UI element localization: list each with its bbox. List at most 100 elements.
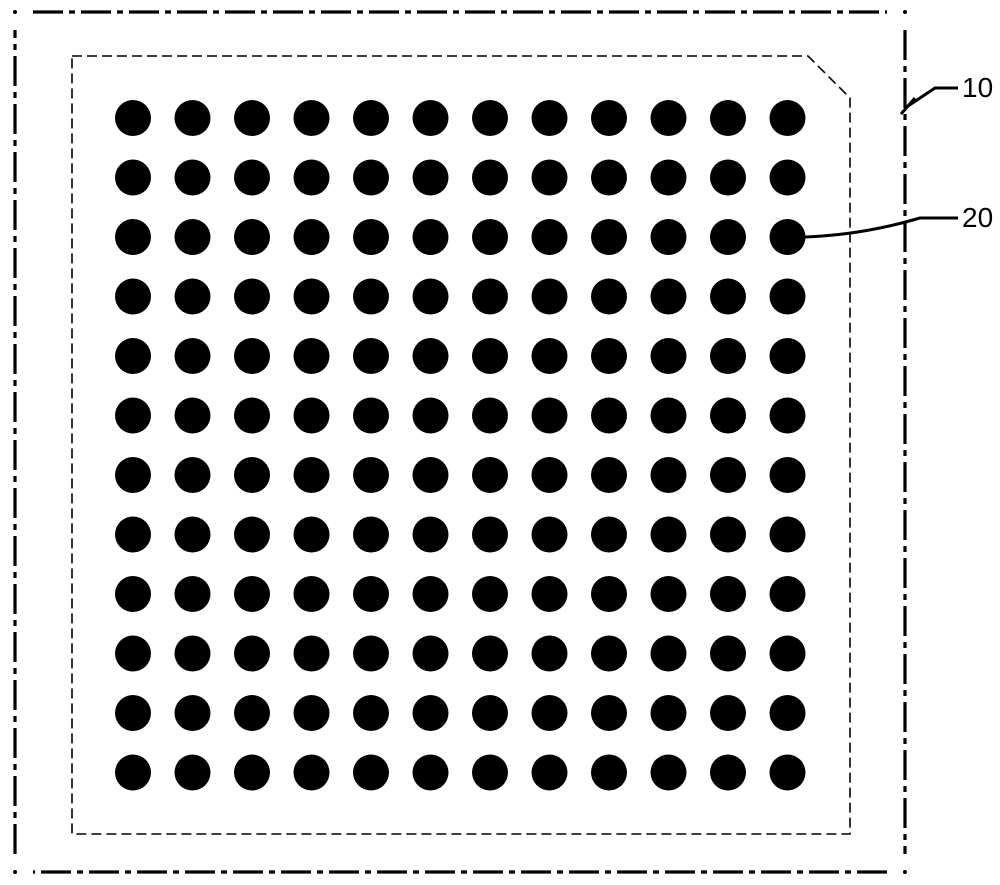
grid-dot (710, 636, 746, 672)
grid-dot (770, 695, 806, 731)
grid-dot (294, 279, 330, 315)
grid-dot (353, 695, 389, 731)
grid-dot (353, 160, 389, 196)
grid-dot (591, 160, 627, 196)
grid-dot (472, 517, 508, 553)
grid-dot (115, 398, 151, 434)
grid-dot (175, 219, 211, 255)
grid-dot (115, 457, 151, 493)
grid-dot (413, 398, 449, 434)
grid-dot (532, 338, 568, 374)
grid-dot (115, 636, 151, 672)
grid-dot (591, 576, 627, 612)
grid-dot (710, 398, 746, 434)
grid-dot (115, 219, 151, 255)
grid-dot (353, 517, 389, 553)
grid-dot (294, 576, 330, 612)
grid-dot (770, 457, 806, 493)
grid-dot (472, 279, 508, 315)
diagram-svg: 1020 (0, 0, 1000, 885)
grid-dot (770, 338, 806, 374)
grid-dot (294, 160, 330, 196)
grid-dot (651, 636, 687, 672)
grid-dot (234, 695, 270, 731)
grid-dot (591, 338, 627, 374)
grid-dot (175, 100, 211, 136)
grid-dot (353, 100, 389, 136)
grid-dot (115, 100, 151, 136)
grid-dot (234, 100, 270, 136)
grid-dot (353, 755, 389, 791)
outer-frame-corner-dot (903, 870, 907, 874)
grid-dot (591, 398, 627, 434)
grid-dot (591, 279, 627, 315)
grid-dot (294, 517, 330, 553)
grid-dot (770, 100, 806, 136)
grid-dot (591, 457, 627, 493)
grid-dot (770, 636, 806, 672)
grid-dot (175, 160, 211, 196)
grid-dot (413, 160, 449, 196)
grid-dot (651, 457, 687, 493)
grid-dot (294, 219, 330, 255)
grid-dot (234, 398, 270, 434)
grid-dot (651, 338, 687, 374)
grid-dot (234, 160, 270, 196)
grid-dot (472, 695, 508, 731)
grid-dot (651, 100, 687, 136)
grid-dot (651, 695, 687, 731)
grid-dot (413, 576, 449, 612)
grid-dot (472, 160, 508, 196)
grid-dot (532, 576, 568, 612)
grid-dot (115, 517, 151, 553)
grid-dot (472, 398, 508, 434)
grid-dot (770, 755, 806, 791)
grid-dot (770, 219, 806, 255)
grid-dot (532, 755, 568, 791)
grid-dot (532, 636, 568, 672)
grid-dot (532, 279, 568, 315)
grid-dot (175, 338, 211, 374)
grid-dot (115, 576, 151, 612)
grid-dot (115, 755, 151, 791)
grid-dot (115, 695, 151, 731)
grid-dot (175, 636, 211, 672)
grid-dot (353, 338, 389, 374)
grid-dot (472, 576, 508, 612)
grid-dot (651, 279, 687, 315)
grid-dot (532, 160, 568, 196)
grid-dot (175, 279, 211, 315)
grid-dot (353, 576, 389, 612)
grid-dot (770, 279, 806, 315)
grid-dot (710, 517, 746, 553)
grid-dot (472, 338, 508, 374)
grid-dot (710, 755, 746, 791)
grid-dot (413, 338, 449, 374)
grid-dot (353, 457, 389, 493)
grid-dot (353, 636, 389, 672)
grid-dot (651, 160, 687, 196)
grid-dot (591, 219, 627, 255)
grid-dot (710, 576, 746, 612)
grid-dot (651, 219, 687, 255)
grid-dot (175, 517, 211, 553)
grid-dot (710, 100, 746, 136)
grid-dot (413, 219, 449, 255)
label-20: 20 (962, 202, 993, 233)
grid-dot (591, 636, 627, 672)
grid-dot (353, 398, 389, 434)
grid-dot (294, 695, 330, 731)
grid-dot (115, 279, 151, 315)
grid-dot (234, 636, 270, 672)
grid-dot (234, 755, 270, 791)
grid-dot (532, 100, 568, 136)
grid-dot (591, 695, 627, 731)
grid-dot (472, 636, 508, 672)
grid-dot (532, 695, 568, 731)
grid-dot (175, 398, 211, 434)
grid-dot (710, 338, 746, 374)
grid-dot (472, 755, 508, 791)
grid-dot (413, 457, 449, 493)
grid-dot (234, 517, 270, 553)
grid-dot (353, 219, 389, 255)
